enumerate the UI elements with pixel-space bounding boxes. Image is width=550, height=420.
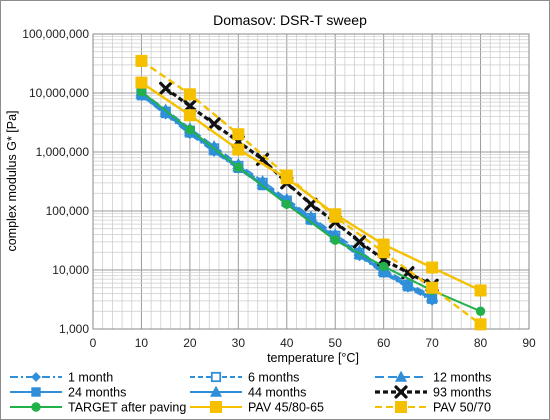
- y-axis-title: complex modulus G* [Pa]: [5, 110, 19, 251]
- legend-label: PAV 50/70: [433, 401, 491, 415]
- legend-item: 93 months: [375, 385, 491, 400]
- series-line: [140, 81, 482, 292]
- data-point: [135, 54, 148, 67]
- data-point: [474, 284, 487, 297]
- x-tick-label: 90: [522, 336, 536, 350]
- legend-swatch-marker: [31, 402, 41, 412]
- data-point: [426, 291, 439, 303]
- data-point: [304, 197, 318, 211]
- x-axis-title: temperature [°C]: [267, 351, 359, 365]
- y-tick-label: 10,000: [52, 263, 89, 277]
- data-point: [330, 235, 340, 245]
- chart-title: Domasov: DSR-T sweep: [213, 12, 367, 28]
- x-tick-label: 20: [183, 336, 197, 350]
- legend-label: 12 months: [433, 371, 491, 385]
- series-line: [140, 59, 482, 326]
- legend-item: 12 months: [375, 371, 491, 385]
- legend-swatch-marker: [210, 371, 222, 383]
- data-point: [183, 88, 196, 101]
- data-point: [474, 318, 487, 331]
- series-pav-50-70: [135, 54, 487, 331]
- legend-label: 6 months: [248, 371, 299, 385]
- data-point: [426, 281, 439, 294]
- legend-swatch-marker: [395, 401, 407, 413]
- series-pav-45-80-65: [135, 76, 487, 297]
- x-tick-label: 70: [425, 336, 439, 350]
- y-tick-label: 100,000,000: [22, 27, 89, 41]
- data-point: [329, 210, 342, 223]
- y-tick-label: 1,000: [59, 322, 89, 336]
- legend-label: 44 months: [248, 386, 306, 400]
- legend-swatch-marker: [210, 401, 222, 413]
- data-point: [136, 87, 147, 97]
- legend-swatch-marker: [31, 372, 41, 382]
- x-tick-label: 40: [280, 336, 294, 350]
- legend-swatch-marker: [209, 385, 223, 397]
- x-tick-label: 0: [90, 336, 97, 350]
- legend-label: TARGET after paving: [68, 401, 186, 415]
- legend-item: PAV 45/80-65: [190, 401, 324, 415]
- x-tick-label: 10: [135, 336, 149, 350]
- legend-item: 6 months: [190, 371, 299, 385]
- data-point: [352, 235, 367, 249]
- data-point: [159, 81, 173, 95]
- data-point: [280, 169, 293, 182]
- data-point: [183, 109, 196, 122]
- data-point: [207, 117, 221, 131]
- data-point: [426, 261, 439, 274]
- axes: 0 10 20 30 40 50 60 70 80 90 1,000 10,000 100,000 1,0…: [22, 27, 536, 350]
- data-point: [233, 162, 244, 173]
- x-tick-label: 60: [377, 336, 391, 350]
- series-lines: [135, 54, 487, 331]
- series-line: [140, 90, 481, 313]
- x-tick-label: 80: [474, 336, 488, 350]
- grid: [92, 33, 530, 330]
- data-point: [475, 306, 486, 316]
- data-point: [378, 261, 389, 272]
- plot-area-border: [92, 33, 530, 330]
- legend-swatch-marker: [394, 370, 408, 382]
- legend-item: PAV 50/70: [375, 401, 491, 415]
- legend-label: PAV 45/80-65: [248, 401, 324, 415]
- legend-item: 24 months: [10, 386, 126, 400]
- data-point: [232, 128, 245, 141]
- legend-swatch-marker: [394, 385, 408, 399]
- x-tick-label: 30: [232, 336, 246, 350]
- data-point: [185, 124, 195, 135]
- x-tick-label: 50: [329, 336, 343, 350]
- data-point: [377, 246, 390, 259]
- y-tick-label: 10,000,000: [29, 86, 89, 100]
- legend: 1 month 6 months 12 months 24 months 44 mont…: [10, 371, 491, 415]
- legend-label: 24 months: [68, 386, 126, 400]
- legend-item: 1 month: [10, 371, 113, 385]
- data-point: [282, 199, 292, 209]
- legend-label: 93 months: [433, 386, 491, 400]
- data-point: [401, 279, 414, 291]
- series-target-after-paving: [136, 87, 486, 316]
- legend-item: TARGET after paving: [10, 401, 186, 415]
- y-tick-label: 100,000: [46, 204, 90, 218]
- legend-label: 1 month: [68, 371, 113, 385]
- data-point: [135, 76, 148, 89]
- data-point: [232, 143, 245, 156]
- legend-swatch-marker: [31, 387, 41, 397]
- y-tick-label: 1,000,000: [36, 145, 90, 159]
- legend-item: 44 months: [190, 386, 306, 400]
